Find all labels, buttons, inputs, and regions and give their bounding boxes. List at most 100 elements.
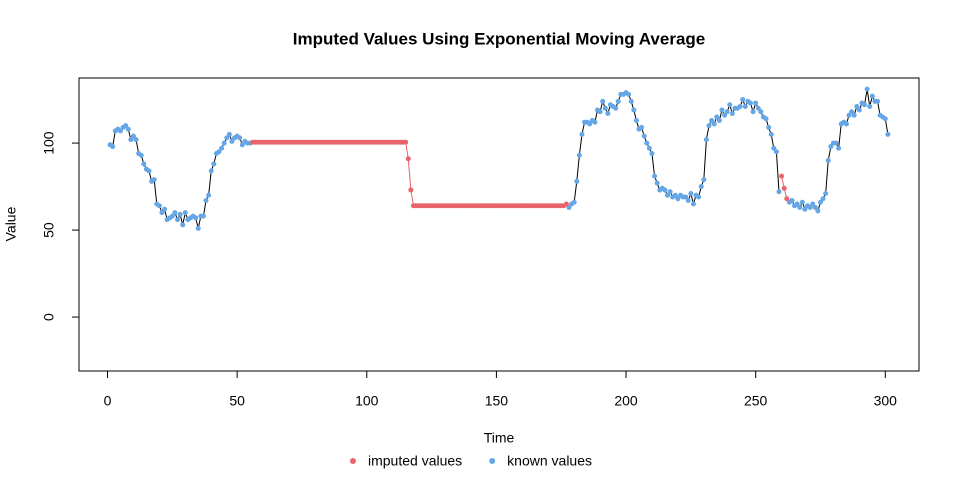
data-point (615, 98, 621, 104)
data-point (753, 100, 759, 106)
data-point (856, 107, 862, 113)
data-point (703, 137, 709, 143)
data-point (864, 86, 870, 92)
data-point (592, 119, 598, 125)
data-point (776, 189, 782, 195)
data-point (408, 187, 414, 193)
data-point (709, 117, 715, 123)
data-point (719, 107, 725, 113)
data-point (128, 137, 134, 143)
legend-marker (489, 458, 496, 464)
data-point (817, 199, 823, 205)
data-point (885, 131, 891, 137)
data-point (846, 112, 852, 118)
data-point (649, 151, 655, 157)
data-point (675, 196, 681, 202)
data-point (820, 196, 826, 202)
data-point (130, 133, 136, 139)
data-point (597, 109, 603, 115)
data-point (740, 97, 746, 103)
data-point (698, 184, 704, 190)
data-point (729, 110, 735, 116)
x-tick-label: 0 (104, 393, 112, 409)
data-point (768, 131, 774, 137)
data-point (797, 204, 803, 210)
data-point (711, 121, 717, 127)
data-point (576, 152, 582, 158)
data-point (631, 107, 637, 113)
data-point (823, 191, 829, 197)
data-point (742, 104, 748, 110)
y-tick-label: 0 (41, 313, 57, 321)
data-point (825, 157, 831, 163)
data-point (605, 110, 611, 116)
data-point (755, 105, 761, 111)
data-point (690, 201, 696, 207)
data-point (200, 213, 206, 219)
data-point (750, 109, 756, 115)
data-point (706, 123, 712, 129)
legend-label: known values (507, 453, 592, 469)
data-point (156, 203, 162, 209)
data-point (117, 128, 123, 134)
data-point (781, 185, 787, 191)
data-point (833, 140, 839, 146)
data-point (633, 117, 639, 123)
data-point (828, 144, 834, 150)
data-point (600, 98, 606, 104)
data-point (851, 112, 857, 118)
data-point (162, 206, 168, 212)
data-point (151, 177, 157, 183)
data-point (672, 192, 678, 198)
data-point (716, 117, 722, 123)
data-point (613, 105, 619, 111)
data-point (836, 145, 842, 151)
data-point (579, 131, 585, 137)
x-tick-label: 300 (874, 393, 898, 409)
data-point (722, 112, 728, 118)
data-point (239, 142, 245, 148)
data-point (206, 192, 212, 198)
data-point (626, 91, 632, 97)
data-point (646, 145, 652, 151)
x-axis-label: Time (484, 430, 515, 446)
data-point (794, 201, 800, 207)
data-point (221, 140, 227, 146)
data-point (172, 210, 178, 216)
data-point (133, 137, 139, 143)
data-point (869, 93, 875, 99)
data-point (195, 225, 201, 231)
y-axis-label: Value (3, 206, 19, 241)
data-point (574, 178, 580, 184)
data-point (211, 161, 217, 167)
data-point (758, 109, 764, 115)
x-tick-label: 150 (485, 393, 509, 409)
data-point (644, 140, 650, 146)
data-point (641, 133, 647, 139)
data-point (169, 213, 175, 219)
plot-frame (78, 77, 920, 372)
data-point (683, 194, 689, 200)
data-point (146, 168, 152, 174)
data-point (226, 131, 232, 137)
data-point (237, 135, 243, 141)
data-point (405, 156, 411, 162)
data-point (141, 161, 147, 167)
data-point (701, 177, 707, 183)
data-point (727, 102, 733, 108)
y-tick-label: 50 (41, 222, 57, 238)
data-point (737, 104, 743, 110)
data-point (875, 98, 881, 104)
data-point (714, 114, 720, 120)
data-point (810, 201, 816, 207)
data-point (125, 126, 131, 132)
data-point (812, 204, 818, 210)
data-point (193, 215, 199, 221)
data-point (662, 187, 668, 193)
legend-label: imputed values (368, 453, 462, 469)
legend-marker (350, 458, 356, 464)
data-point (665, 192, 671, 198)
data-point (696, 194, 702, 200)
data-point (807, 204, 813, 210)
data-point (667, 189, 673, 195)
